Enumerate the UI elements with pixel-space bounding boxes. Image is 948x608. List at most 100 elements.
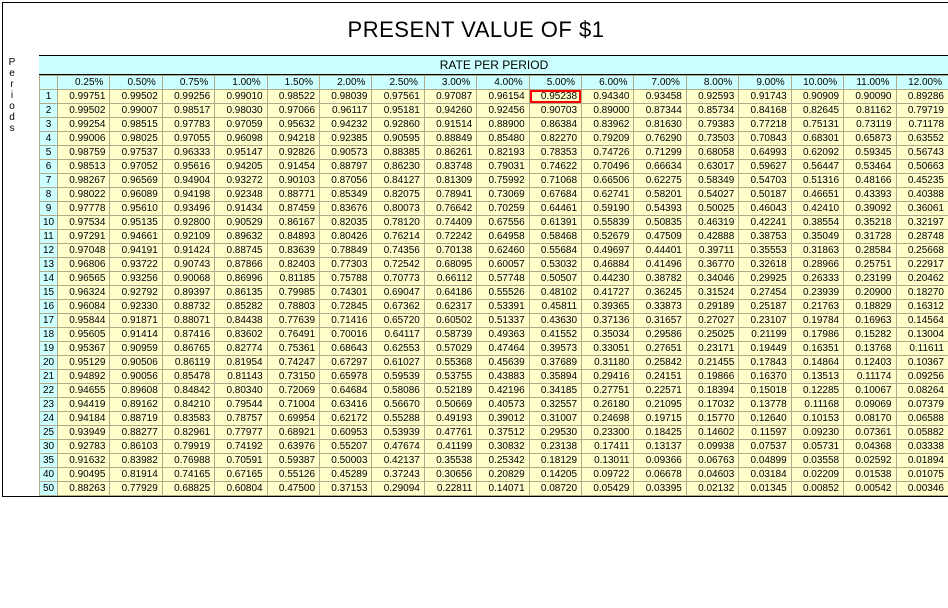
value-cell: 0.95238	[529, 90, 581, 104]
rate-header: 0.75%	[162, 76, 214, 90]
value-cell: 0.43393	[844, 188, 896, 202]
value-cell: 0.31007	[529, 412, 581, 426]
periods-vertical-label: Periods	[3, 55, 21, 496]
value-cell: 0.41552	[529, 328, 581, 342]
value-cell: 0.28748	[896, 230, 948, 244]
value-cell: 0.89608	[110, 384, 162, 398]
value-cell: 0.17411	[582, 440, 634, 454]
value-cell: 0.62460	[477, 244, 529, 258]
value-cell: 0.45289	[320, 468, 372, 482]
value-cell: 0.65720	[372, 314, 424, 328]
value-cell: 0.35894	[529, 370, 581, 384]
value-cell: 0.64684	[320, 384, 372, 398]
value-cell: 0.51337	[477, 314, 529, 328]
value-cell: 0.94655	[58, 384, 110, 398]
value-cell: 0.83982	[110, 454, 162, 468]
value-cell: 0.71068	[529, 174, 581, 188]
value-cell: 0.54027	[686, 188, 738, 202]
value-cell: 0.57029	[424, 342, 476, 356]
value-cell: 0.98513	[58, 160, 110, 174]
value-cell: 0.87344	[634, 104, 686, 118]
rate-header: 0.50%	[110, 76, 162, 90]
value-cell: 0.09256	[896, 370, 948, 384]
value-cell: 0.95844	[58, 314, 110, 328]
value-cell: 0.95605	[58, 328, 110, 342]
period-cell: 2	[40, 104, 58, 118]
value-cell: 0.32197	[896, 216, 948, 230]
table-row: 130.968060.937220.907430.878660.824030.7…	[40, 258, 948, 272]
value-cell: 0.35553	[739, 244, 791, 258]
value-cell: 0.98267	[58, 174, 110, 188]
value-cell: 0.83676	[320, 202, 372, 216]
value-cell: 0.33873	[634, 300, 686, 314]
value-cell: 0.47761	[424, 426, 476, 440]
value-cell: 0.64958	[477, 230, 529, 244]
value-cell: 0.62092	[791, 146, 843, 160]
value-cell: 0.00542	[844, 482, 896, 496]
value-cell: 0.99256	[162, 90, 214, 104]
value-cell: 0.39012	[477, 412, 529, 426]
value-cell: 0.41496	[634, 258, 686, 272]
value-cell: 0.92348	[215, 188, 267, 202]
value-cell: 0.64461	[529, 202, 581, 216]
value-cell: 0.16370	[739, 370, 791, 384]
value-cell: 0.82403	[267, 258, 319, 272]
period-cell: 5	[40, 146, 58, 160]
value-cell: 0.16351	[791, 342, 843, 356]
value-cell: 0.82035	[320, 216, 372, 230]
value-cell: 0.12640	[739, 412, 791, 426]
value-cell: 0.70496	[582, 160, 634, 174]
rate-header: 2.50%	[372, 76, 424, 90]
value-cell: 0.12403	[844, 356, 896, 370]
value-cell: 0.82270	[529, 132, 581, 146]
value-cell: 0.15018	[739, 384, 791, 398]
value-cell: 0.99007	[110, 104, 162, 118]
value-cell: 0.13768	[844, 342, 896, 356]
value-cell: 0.68301	[791, 132, 843, 146]
table-row: 240.941840.887190.835830.787570.699540.6…	[40, 412, 948, 426]
value-cell: 0.83639	[267, 244, 319, 258]
value-cell: 0.46651	[791, 188, 843, 202]
value-cell: 0.58201	[634, 188, 686, 202]
value-cell: 0.77929	[110, 482, 162, 496]
value-cell: 0.72845	[320, 300, 372, 314]
value-cell: 0.95632	[267, 118, 319, 132]
value-cell: 0.50669	[424, 398, 476, 412]
value-cell: 0.56670	[372, 398, 424, 412]
value-cell: 0.92456	[477, 104, 529, 118]
value-cell: 0.81162	[844, 104, 896, 118]
value-cell: 0.67362	[372, 300, 424, 314]
rate-header: 8.00%	[686, 76, 738, 90]
period-cell: 19	[40, 342, 58, 356]
value-cell: 0.96333	[162, 146, 214, 160]
table-row: 90.977780.956100.934960.914340.874590.83…	[40, 202, 948, 216]
value-cell: 0.14205	[529, 468, 581, 482]
period-cell: 9	[40, 202, 58, 216]
value-cell: 0.27751	[582, 384, 634, 398]
rate-header: 7.00%	[634, 76, 686, 90]
value-cell: 0.74622	[529, 160, 581, 174]
value-cell: 0.64186	[424, 286, 476, 300]
value-cell: 0.99006	[58, 132, 110, 146]
value-cell: 0.23107	[739, 314, 791, 328]
value-cell: 0.90743	[162, 258, 214, 272]
value-cell: 0.42410	[791, 202, 843, 216]
value-cell: 0.97048	[58, 244, 110, 258]
value-cell: 0.67556	[477, 216, 529, 230]
value-cell: 0.45639	[477, 356, 529, 370]
value-cell: 0.74409	[424, 216, 476, 230]
value-cell: 0.84127	[372, 174, 424, 188]
value-cell: 0.76290	[634, 132, 686, 146]
value-cell: 0.68095	[424, 258, 476, 272]
value-cell: 0.02592	[844, 454, 896, 468]
value-cell: 0.95129	[58, 356, 110, 370]
value-cell: 0.53464	[844, 160, 896, 174]
value-cell: 0.60502	[424, 314, 476, 328]
value-cell: 0.94260	[424, 104, 476, 118]
value-cell: 0.68643	[320, 342, 372, 356]
value-cell: 0.08264	[896, 384, 948, 398]
table-row: 60.985130.970520.956160.942050.914540.88…	[40, 160, 948, 174]
value-cell: 0.53032	[529, 258, 581, 272]
value-cell: 0.58739	[424, 328, 476, 342]
value-cell: 0.79719	[896, 104, 948, 118]
